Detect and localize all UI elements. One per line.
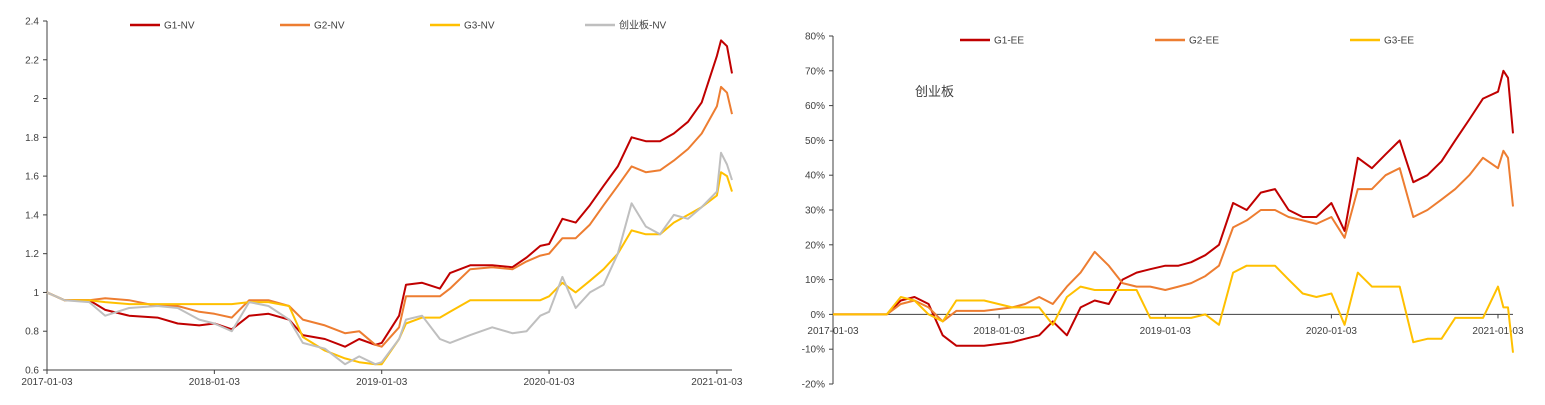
legend-label: G1-EE xyxy=(994,36,1024,47)
y-tick-label: 1.2 xyxy=(25,249,39,260)
y-tick-label: 0% xyxy=(811,310,826,321)
x-tick-label: 2020-01-03 xyxy=(523,377,575,388)
excess-return-chart: -20% -10% 0% 10% 20% 30% 40% 50% 60% 70% 80% 2017-0… xyxy=(802,32,1524,391)
series-line-G2-EE xyxy=(833,149,1514,323)
y-tick-label: 50% xyxy=(805,136,825,147)
x-tick-label: 2018-01-03 xyxy=(974,326,1026,337)
series-line-创业板-NV xyxy=(46,151,733,366)
y-tick-label: 30% xyxy=(805,206,825,217)
y-tick-label: 40% xyxy=(805,171,825,182)
y-tick-label: -20% xyxy=(802,380,825,391)
y-tick-label: 0.8 xyxy=(25,327,39,338)
y-tick-label: 1 xyxy=(33,288,39,299)
net-value-chart: 0.6 0.8 1 1.2 1.4 1.6 1.8 2 2.2 2.4 2017-01-03 2018… xyxy=(21,17,742,389)
y-tick-label: 20% xyxy=(805,240,825,251)
y-tick-label: 2 xyxy=(33,94,39,105)
x-tick-label: 2020-01-03 xyxy=(1306,326,1358,337)
legend-label: 创业板-NV xyxy=(619,19,667,32)
y-tick-label: 60% xyxy=(805,101,825,112)
y-tick-label: 70% xyxy=(805,66,825,77)
y-tick-label: -10% xyxy=(802,345,825,356)
series-line-G2-NV xyxy=(46,85,733,348)
y-tick-label: 10% xyxy=(805,275,825,286)
series-line-G3-EE xyxy=(833,264,1514,353)
y-tick-label: 80% xyxy=(805,32,825,43)
y-tick-label: 2.2 xyxy=(25,55,39,66)
chart-annotation: 创业板 xyxy=(915,85,954,100)
x-tick-label: 2021-01-03 xyxy=(691,377,743,388)
x-tick-label: 2021-01-03 xyxy=(1472,326,1524,337)
y-tick-label: 2.4 xyxy=(25,17,39,28)
legend-label: G3-NV xyxy=(464,21,495,32)
y-tick-label: 1.6 xyxy=(25,172,39,183)
y-tick-label: 1.4 xyxy=(25,210,39,221)
series-line-G3-NV xyxy=(46,171,733,366)
legend-label: G2-EE xyxy=(1189,36,1219,47)
legend-label: G3-EE xyxy=(1384,36,1414,47)
x-tick-label: 2017-01-03 xyxy=(21,377,73,388)
series-line-G1-NV xyxy=(46,39,733,348)
legend-label: G2-NV xyxy=(314,21,345,32)
x-tick-label: 2017-01-03 xyxy=(807,326,859,337)
legend-label: G1-NV xyxy=(164,21,195,32)
y-tick-label: 1.8 xyxy=(25,133,39,144)
series-line-G1-EE xyxy=(833,69,1514,347)
y-tick-label: 0.6 xyxy=(25,366,39,377)
x-tick-label: 2018-01-03 xyxy=(189,377,241,388)
x-tick-label: 2019-01-03 xyxy=(1140,326,1192,337)
x-tick-label: 2019-01-03 xyxy=(356,377,408,388)
